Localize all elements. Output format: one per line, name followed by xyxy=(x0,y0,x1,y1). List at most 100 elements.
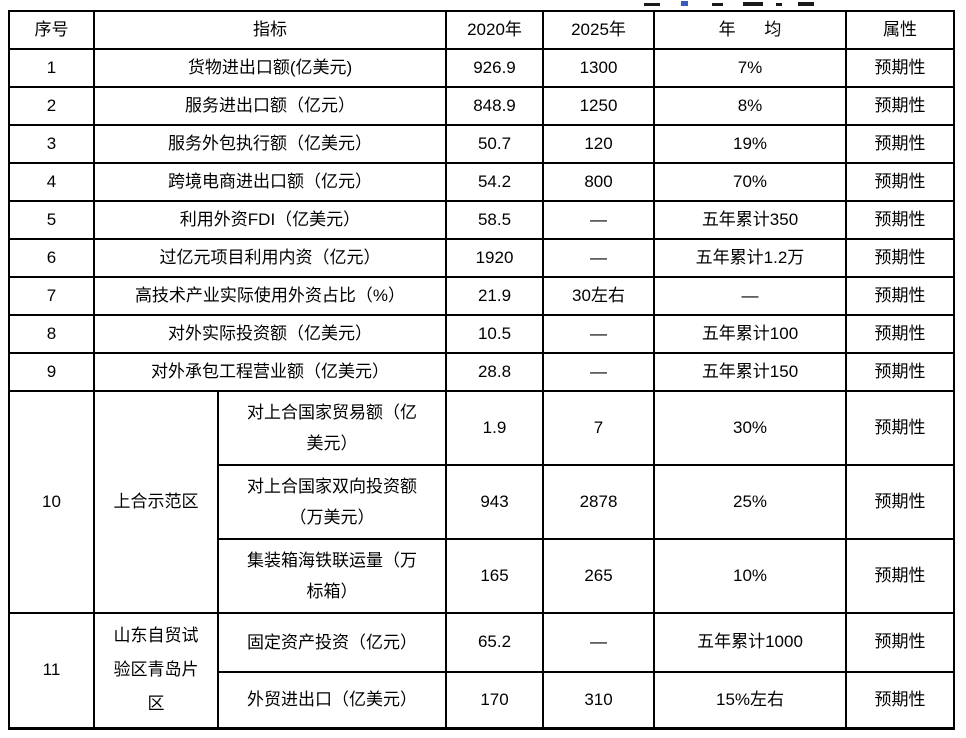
col-header-annual: 年 均 xyxy=(653,10,847,50)
table-row: 集装箱海铁联运量（万 标箱） 165 265 10% 预期性 xyxy=(9,538,955,614)
annual-cell: 五年累计100 xyxy=(653,314,847,354)
indicator-cell: 对外实际投资额（亿美元） xyxy=(93,314,447,354)
indicator-cell: 固定资产投资（亿元） xyxy=(217,612,447,673)
value-2020-cell: 58.5 xyxy=(445,200,544,240)
indicator-cell: 外贸进出口（亿美元） xyxy=(217,671,447,729)
annual-cell: 7% xyxy=(653,48,847,88)
value-2025-cell: — xyxy=(542,200,655,240)
table-row: 6 过亿元项目利用内资（亿元） 1920 — 五年累计1.2万 预期性 xyxy=(8,238,955,278)
value-2020-cell: 50.7 xyxy=(445,124,544,164)
table-row: 11 山东自贸试 验区青岛片 区 固定资产投资（亿元） 65.2 — 五年累计1… xyxy=(8,612,955,729)
value-2025-cell: 2878 xyxy=(542,464,655,540)
annual-cell: 五年累计1.2万 xyxy=(653,238,847,278)
col-header-no: 序号 xyxy=(8,10,95,50)
value-2020-cell: 943 xyxy=(445,464,544,540)
annual-cell: 30% xyxy=(653,390,847,466)
value-2020-cell: 165 xyxy=(445,538,544,614)
seq-cell: 7 xyxy=(8,276,95,316)
col-header-2020: 2020年 xyxy=(445,10,544,50)
value-2025-cell: — xyxy=(542,238,655,278)
value-2025-cell: 265 xyxy=(542,538,655,614)
attr-cell: 预期性 xyxy=(845,200,955,240)
indicator-cell: 集装箱海铁联运量（万 标箱） xyxy=(217,538,447,614)
table-row: 9 对外承包工程营业额（亿美元） 28.8 — 五年累计150 预期性 xyxy=(8,352,955,392)
value-2025-cell: 7 xyxy=(542,390,655,466)
annual-cell: 19% xyxy=(653,124,847,164)
annual-cell: 10% xyxy=(653,538,847,614)
indicator-cell: 高技术产业实际使用外资占比（%） xyxy=(93,276,447,316)
table-row: 3 服务外包执行额（亿美元） 50.7 120 19% 预期性 xyxy=(8,124,955,164)
value-2020-cell: 848.9 xyxy=(445,86,544,126)
annual-cell: 15%左右 xyxy=(653,671,847,729)
table-row: 8 对外实际投资额（亿美元） 10.5 — 五年累计100 预期性 xyxy=(8,314,955,354)
value-2020-cell: 1.9 xyxy=(445,390,544,466)
value-2020-cell: 54.2 xyxy=(445,162,544,202)
attr-cell: 预期性 xyxy=(845,276,955,316)
value-2025-cell: — xyxy=(542,352,655,392)
attr-cell: 预期性 xyxy=(845,612,955,673)
annual-cell: — xyxy=(653,276,847,316)
annual-cell: 五年累计150 xyxy=(653,352,847,392)
group-name-cell: 山东自贸试 验区青岛片 区 xyxy=(93,612,219,729)
value-2020-cell: 28.8 xyxy=(445,352,544,392)
attr-cell: 预期性 xyxy=(845,162,955,202)
value-2020-cell: 21.9 xyxy=(445,276,544,316)
seq-cell: 9 xyxy=(8,352,95,392)
attr-cell: 预期性 xyxy=(845,48,955,88)
value-2025-cell: 30左右 xyxy=(542,276,655,316)
table-row: 5 利用外资FDI（亿美元） 58.5 — 五年累计350 预期性 xyxy=(8,200,955,240)
attr-cell: 预期性 xyxy=(845,352,955,392)
table-row: 7 高技术产业实际使用外资占比（%） 21.9 30左右 — 预期性 xyxy=(8,276,955,316)
seq-cell: 6 xyxy=(8,238,95,278)
value-2020-cell: 170 xyxy=(445,671,544,729)
indicator-cell: 过亿元项目利用内资（亿元） xyxy=(93,238,447,278)
indicator-cell: 跨境电商进出口额（亿元） xyxy=(93,162,447,202)
seq-cell: 5 xyxy=(8,200,95,240)
attr-cell: 预期性 xyxy=(845,671,955,729)
attr-cell: 预期性 xyxy=(845,238,955,278)
col-header-attr: 属性 xyxy=(845,10,955,50)
value-2025-cell: 120 xyxy=(542,124,655,164)
value-2025-cell: 800 xyxy=(542,162,655,202)
attr-cell: 预期性 xyxy=(845,124,955,164)
table-row: 1 货物进出口额(亿美元) 926.9 1300 7% 预期性 xyxy=(8,48,955,88)
table-row: 4 跨境电商进出口额（亿元） 54.2 800 70% 预期性 xyxy=(8,162,955,202)
col-header-2025: 2025年 xyxy=(542,10,655,50)
indicator-cell: 利用外资FDI（亿美元） xyxy=(93,200,447,240)
value-2025-cell: 1250 xyxy=(542,86,655,126)
attr-cell: 预期性 xyxy=(845,390,955,466)
value-2025-cell: — xyxy=(542,314,655,354)
seq-cell: 2 xyxy=(8,86,95,126)
value-2025-cell: 310 xyxy=(542,671,655,729)
indicator-cell: 对外承包工程营业额（亿美元） xyxy=(93,352,447,392)
table-row: 10 上合示范区 对上合国家贸易额（亿 美元） 1.9 7 30% 预期性 xyxy=(8,390,955,614)
seq-cell: 4 xyxy=(8,162,95,202)
group-name-cell: 上合示范区 xyxy=(93,390,219,614)
seq-cell: 3 xyxy=(8,124,95,164)
indicator-cell: 对上合国家贸易额（亿 美元） xyxy=(217,390,447,466)
value-2020-cell: 1920 xyxy=(445,238,544,278)
indicators-table: 序号 指标 2020年 2025年 年 均 属性 1 货物进出口额(亿美元) 9… xyxy=(8,10,955,730)
table-row: 对上合国家双向投资额 （万美元） 943 2878 25% 预期性 xyxy=(9,464,955,540)
indicator-cell: 服务外包执行额（亿美元） xyxy=(93,124,447,164)
value-2020-cell: 10.5 xyxy=(445,314,544,354)
header-row: 序号 指标 2020年 2025年 年 均 属性 xyxy=(8,10,955,50)
annual-cell: 70% xyxy=(653,162,847,202)
col-header-indicator: 指标 xyxy=(93,10,447,50)
indicator-cell: 服务进出口额（亿元） xyxy=(93,86,447,126)
value-2020-cell: 65.2 xyxy=(445,612,544,673)
value-2025-cell: — xyxy=(542,612,655,673)
attr-cell: 预期性 xyxy=(845,538,955,614)
table-row: 2 服务进出口额（亿元） 848.9 1250 8% 预期性 xyxy=(8,86,955,126)
value-2025-cell: 1300 xyxy=(542,48,655,88)
seq-cell: 1 xyxy=(8,48,95,88)
indicator-cell: 对上合国家双向投资额 （万美元） xyxy=(217,464,447,540)
annual-cell: 五年累计1000 xyxy=(653,612,847,673)
annual-cell: 五年累计350 xyxy=(653,200,847,240)
attr-cell: 预期性 xyxy=(845,314,955,354)
indicator-cell: 货物进出口额(亿美元) xyxy=(93,48,447,88)
value-2020-cell: 926.9 xyxy=(445,48,544,88)
attr-cell: 预期性 xyxy=(845,86,955,126)
annual-cell: 8% xyxy=(653,86,847,126)
